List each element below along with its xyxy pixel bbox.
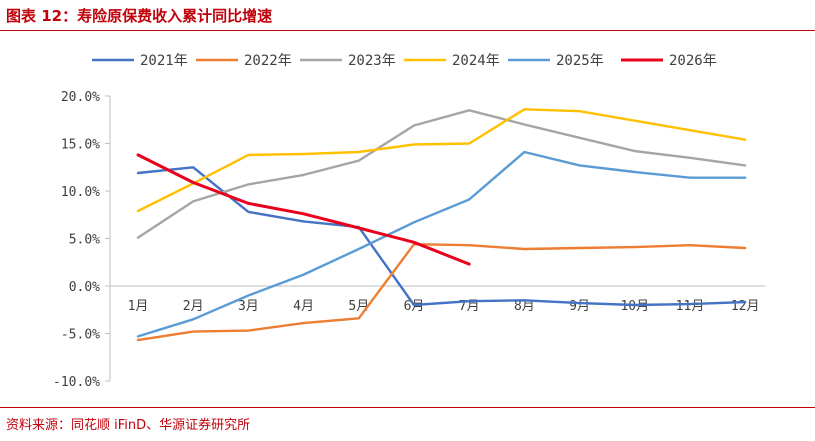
legend-label-0: 2021年 bbox=[140, 53, 188, 69]
x-tick-label: 10月 bbox=[620, 299, 649, 314]
y-tick-label: 15.0% bbox=[61, 138, 100, 153]
legend-label-4: 2025年 bbox=[556, 53, 604, 69]
legend-label-1: 2022年 bbox=[244, 53, 292, 69]
figure-title: 图表 12：寿险原保费收入累计同比增速 bbox=[6, 7, 273, 25]
y-tick-label: 5.0% bbox=[69, 233, 100, 248]
x-tick-label: 11月 bbox=[676, 299, 705, 314]
x-tick-label: 9月 bbox=[569, 299, 590, 314]
y-tick-label: 0.0% bbox=[69, 280, 100, 295]
y-tick-label: 20.0% bbox=[61, 90, 100, 105]
source-divider bbox=[0, 407, 815, 408]
chart-legend: 2021年 2022年 2023年 2024年 2025年 2026年 bbox=[92, 53, 717, 69]
series-line-0 bbox=[136, 166, 747, 307]
series-line-1 bbox=[136, 242, 747, 342]
x-tick-label: 1月 bbox=[128, 299, 149, 314]
series-line-4 bbox=[136, 150, 747, 338]
x-tick-label: 2月 bbox=[183, 299, 204, 314]
series-line-2 bbox=[136, 109, 747, 239]
x-axis: 1月 2月 3月 4月 5月 6月 7月 8月 9月 10月 11月 12月 bbox=[110, 285, 765, 314]
y-tick-label: -5.0% bbox=[61, 328, 100, 343]
x-tick-label: 5月 bbox=[348, 299, 369, 314]
series-line-5 bbox=[136, 153, 471, 266]
y-axis: 20.0% 15.0% 10.0% 5.0% 0.0% -5.0% -10.0% bbox=[53, 90, 111, 390]
x-tick-label: 8月 bbox=[514, 299, 535, 314]
chart-series bbox=[136, 108, 747, 342]
legend-label-2: 2023年 bbox=[348, 53, 396, 69]
legend-label-3: 2024年 bbox=[452, 53, 500, 69]
y-tick-label: 10.0% bbox=[61, 185, 100, 200]
x-tick-label: 4月 bbox=[293, 299, 314, 314]
y-tick-label: -10.0% bbox=[53, 375, 100, 390]
x-tick-label: 6月 bbox=[404, 299, 425, 314]
title-divider bbox=[0, 30, 815, 31]
source-note: 资料来源：同花顺 iFinD、华源证券研究所 bbox=[6, 418, 251, 433]
series-line-3 bbox=[136, 108, 747, 213]
x-tick-label: 3月 bbox=[238, 299, 259, 314]
legend-label-5: 2026年 bbox=[669, 53, 717, 69]
